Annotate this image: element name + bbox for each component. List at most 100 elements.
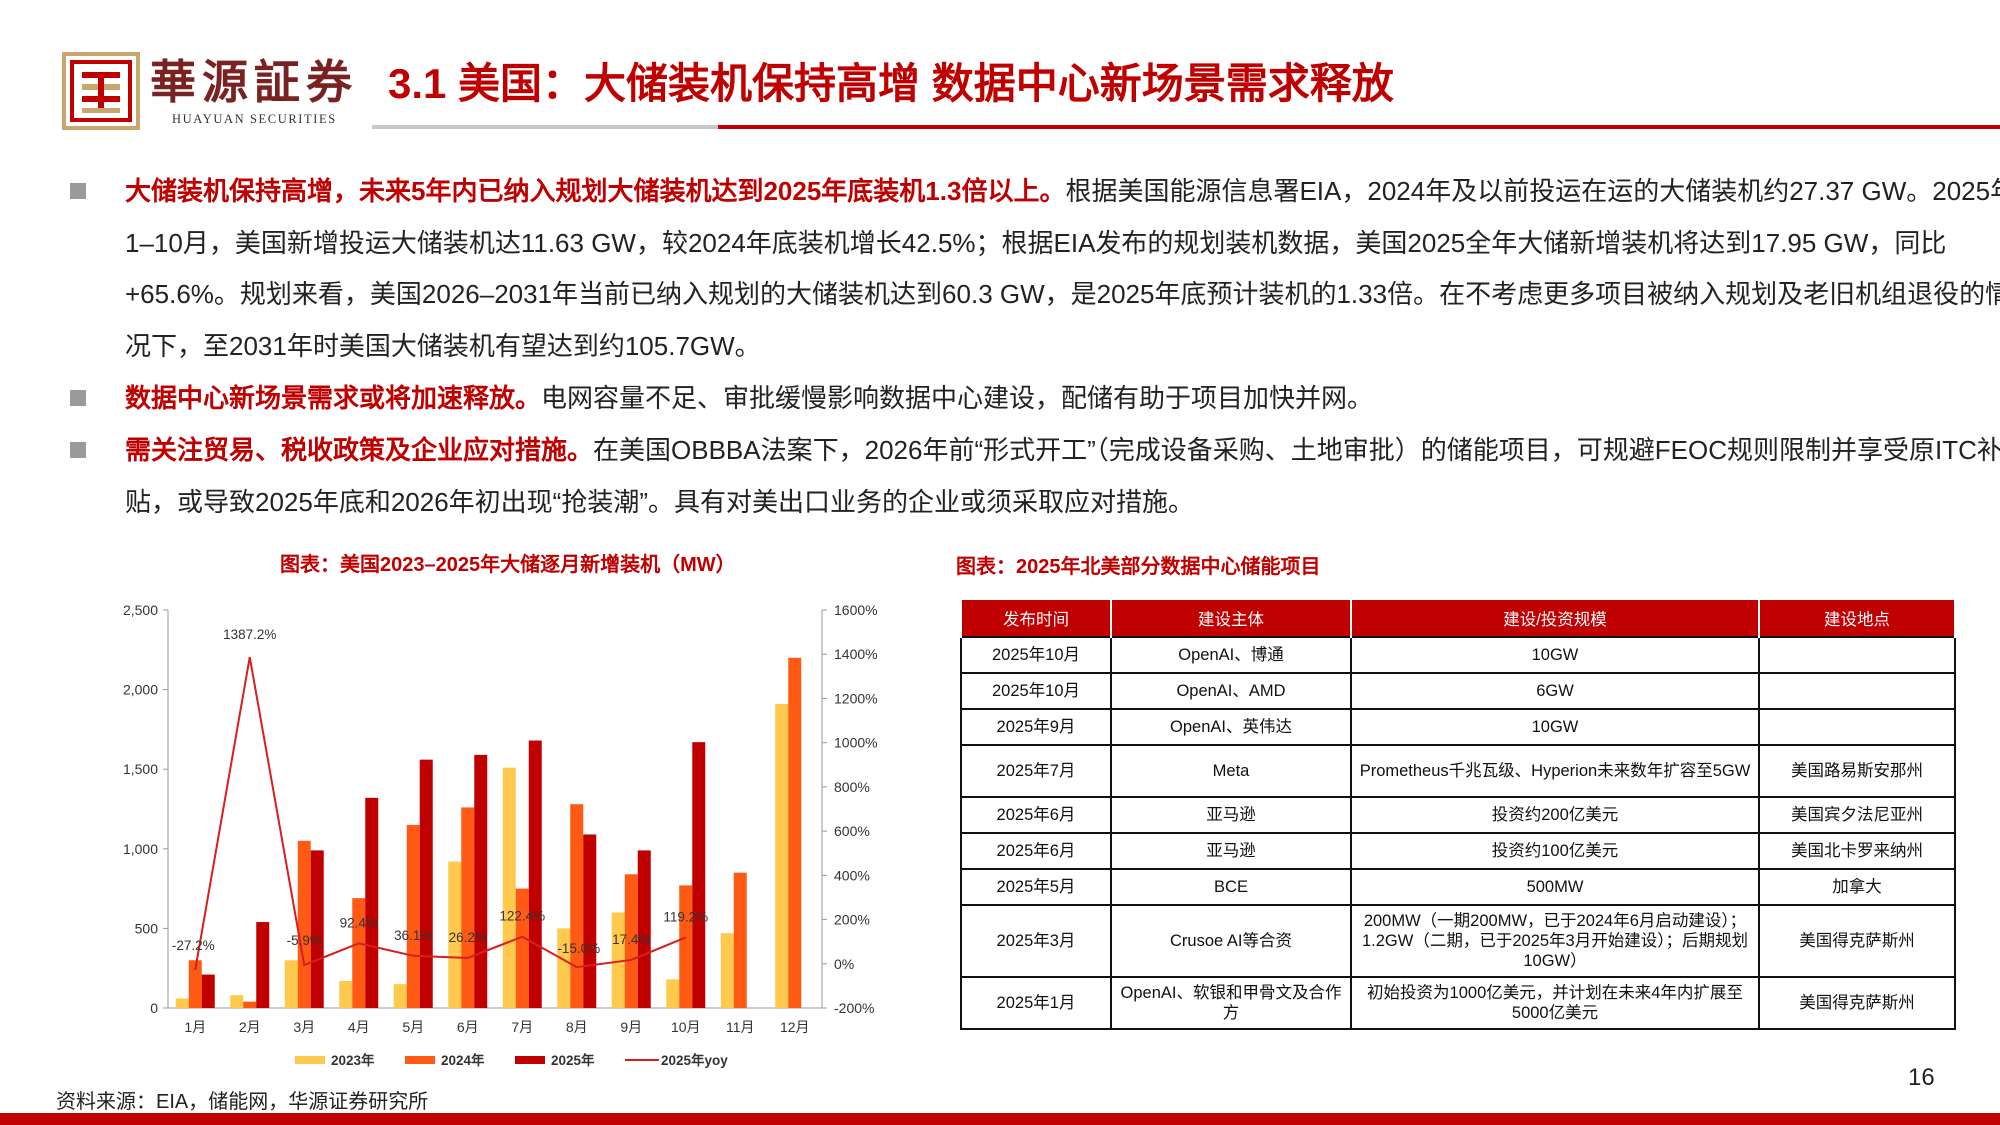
table-cell — [1758, 636, 1956, 674]
bar-2025年 — [637, 850, 651, 1008]
bullet-text: 大储装机保持高增，未来5年内已纳入规划大储装机达到2025年底装机1.3倍以上。… — [125, 166, 2000, 372]
bullet-item: 大储装机保持高增，未来5年内已纳入规划大储装机达到2025年底装机1.3倍以上。… — [70, 166, 2000, 372]
bullet-item: 数据中心新场景需求或将加速释放。电网容量不足、审批缓慢影响数据中心建设，配储有助… — [70, 373, 1970, 425]
table-cell: 2025年1月 — [960, 976, 1112, 1030]
yoy-data-label: 26.2% — [449, 930, 487, 945]
table-cell: 美国得克萨斯州 — [1758, 976, 1956, 1030]
title-underline-gray — [372, 125, 718, 129]
bar-2024年 — [297, 840, 311, 1008]
table-row: 2025年5月 BCE 500MW 加拿大 — [960, 868, 1956, 906]
table-cell: Prometheus千兆瓦级、Hyperion未来数年扩容至5GW — [1350, 744, 1760, 798]
bar-2024年 — [788, 657, 802, 1008]
yoy-data-label: -27.2% — [172, 938, 215, 953]
table-cell: 10GW — [1350, 708, 1760, 746]
table-cell: Crusoe AI等合资 — [1110, 904, 1352, 978]
bar-2024年 — [624, 874, 638, 1008]
bullet-body: 电网容量不足、审批缓慢影响数据中心建设，配储有助于项目加快并网。 — [541, 383, 1374, 413]
x-tick-label: 3月 — [293, 1019, 315, 1035]
table-cell: 2025年3月 — [960, 904, 1112, 978]
footer-bar — [0, 1113, 2000, 1125]
monthly-installation-chart: 0 500 1,000 1,500 2,000 2,500 -200% 0% 200% 400% 6… — [123, 602, 878, 1068]
bar-2024年 — [243, 1001, 257, 1008]
x-tick-label: 1月 — [184, 1019, 206, 1035]
table-cell: 2025年6月 — [960, 796, 1112, 834]
x-tick-label: 7月 — [511, 1019, 533, 1035]
bar-2025年 — [474, 754, 488, 1008]
bar-2025年 — [528, 740, 542, 1008]
yoy-data-label: 36.1% — [394, 928, 432, 943]
x-tick-label: 2月 — [239, 1019, 261, 1035]
yoy-data-label: -5.9% — [287, 933, 322, 948]
y-tick-label: 500 — [135, 920, 159, 936]
bar-2025年 — [365, 797, 379, 1008]
bullet-highlight: 数据中心新场景需求或将加速释放。 — [125, 383, 542, 413]
y2-tick-label: 200% — [834, 912, 870, 928]
legend-label: 2024年 — [441, 1052, 485, 1068]
y-tick-label: 2,500 — [123, 602, 158, 618]
bar-2024年 — [733, 872, 747, 1008]
yoy-data-label: 1387.2% — [223, 627, 276, 642]
table-row: 2025年6月 亚马逊 投资约100亿美元 美国北卡罗来纳州 — [960, 832, 1956, 870]
legend-swatch — [295, 1056, 325, 1064]
bullet-body: 在美国OBBBA法案下，2026年前“形式开工”（完成设备采购、土地审批）的储能… — [125, 435, 2000, 517]
x-tick-label: 4月 — [348, 1019, 370, 1035]
bar-2024年 — [570, 804, 584, 1008]
x-tick-label: 6月 — [457, 1019, 479, 1035]
y2-tick-label: 0% — [834, 956, 854, 972]
yoy-data-label: 92.4% — [340, 915, 378, 930]
table-cell: 2025年5月 — [960, 868, 1112, 906]
yoy-data-label: 119.2% — [663, 909, 708, 924]
y-tick-label: 1,500 — [123, 761, 158, 777]
table-cell: 6GW — [1350, 672, 1760, 710]
bar-2024年 — [352, 898, 366, 1008]
bar-2025年 — [201, 974, 215, 1008]
bar-2025年 — [692, 742, 706, 1008]
table-cell: Meta — [1110, 744, 1352, 798]
table-header-cell: 发布时间 — [960, 598, 1112, 637]
y2-tick-label: 1400% — [834, 646, 878, 662]
bar-2023年 — [339, 980, 353, 1008]
table-header-cell: 建设/投资规模 — [1350, 598, 1760, 637]
table-row: 2025年7月 Meta Prometheus千兆瓦级、Hyperion未来数年扩容… — [960, 744, 1956, 798]
bar-2023年 — [284, 960, 298, 1008]
bar-2023年 — [720, 933, 734, 1008]
x-tick-label: 9月 — [620, 1019, 642, 1035]
y2-tick-label: 400% — [834, 867, 870, 883]
bar-2024年 — [515, 888, 529, 1008]
bar-2023年 — [557, 928, 571, 1008]
bullet-item: 需关注贸易、税收政策及企业应对措施。在美国OBBBA法案下，2026年前“形式开… — [70, 425, 2000, 529]
y-tick-label: 0 — [150, 1000, 158, 1016]
y2-tick-label: -200% — [834, 1000, 874, 1016]
y2-tick-label: 800% — [834, 779, 870, 795]
y2-tick-label: 1000% — [834, 735, 878, 751]
yoy-line — [194, 656, 687, 970]
bar-2024年 — [461, 807, 475, 1008]
legend-label: 2025年yoy — [661, 1052, 728, 1068]
bar-2024年 — [679, 885, 693, 1008]
table-cell: 投资约100亿美元 — [1350, 832, 1760, 870]
y2-tick-label: 600% — [834, 823, 870, 839]
bar-2023年 — [611, 912, 625, 1008]
table-cell: 美国得克萨斯州 — [1758, 904, 1956, 978]
y-tick-label: 1,000 — [123, 841, 158, 857]
bullet-body: 根据美国能源信息署EIA，2024年及以前投运在运的大储装机约27.37 GW。… — [125, 176, 2000, 361]
x-tick-label: 11月 — [726, 1019, 755, 1035]
table-cell: BCE — [1110, 868, 1352, 906]
table-row: 2025年6月 亚马逊 投资约200亿美元 美国宾夕法尼亚州 — [960, 796, 1956, 834]
table-row: 2025年1月 OpenAI、软银和甲骨文及合作方 初始投资为1000亿美元，并计划… — [960, 976, 1956, 1030]
table-cell — [1758, 708, 1956, 746]
bar-2025年 — [256, 922, 270, 1008]
table-cell: 2025年6月 — [960, 832, 1112, 870]
table-cell: 2025年9月 — [960, 708, 1112, 746]
yoy-data-label: 17.4% — [612, 932, 650, 947]
company-logo — [62, 52, 140, 130]
table-cell: OpenAI、软银和甲骨文及合作方 — [1110, 976, 1352, 1030]
table-cell: 2025年10月 — [960, 636, 1112, 674]
title-underline-red — [718, 125, 2000, 129]
page-title: 3.1 美国：大储装机保持高增 数据中心新场景需求释放 — [388, 60, 1394, 107]
table-caption: 图表：2025年北美部分数据中心储能项目 — [956, 556, 1321, 578]
x-tick-label: 8月 — [566, 1019, 588, 1035]
table-cell: 500MW — [1350, 868, 1760, 906]
bar-2025年 — [583, 834, 597, 1008]
x-tick-label: 12月 — [780, 1019, 810, 1035]
